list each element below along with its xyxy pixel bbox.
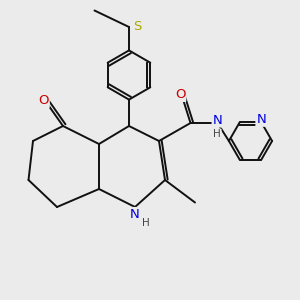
Text: O: O <box>38 94 49 107</box>
Text: H: H <box>213 129 221 140</box>
Text: N: N <box>256 113 266 126</box>
Text: N: N <box>213 113 222 127</box>
Text: O: O <box>175 88 185 101</box>
Text: H: H <box>142 218 149 228</box>
Text: N: N <box>130 208 140 221</box>
Text: S: S <box>133 20 142 34</box>
